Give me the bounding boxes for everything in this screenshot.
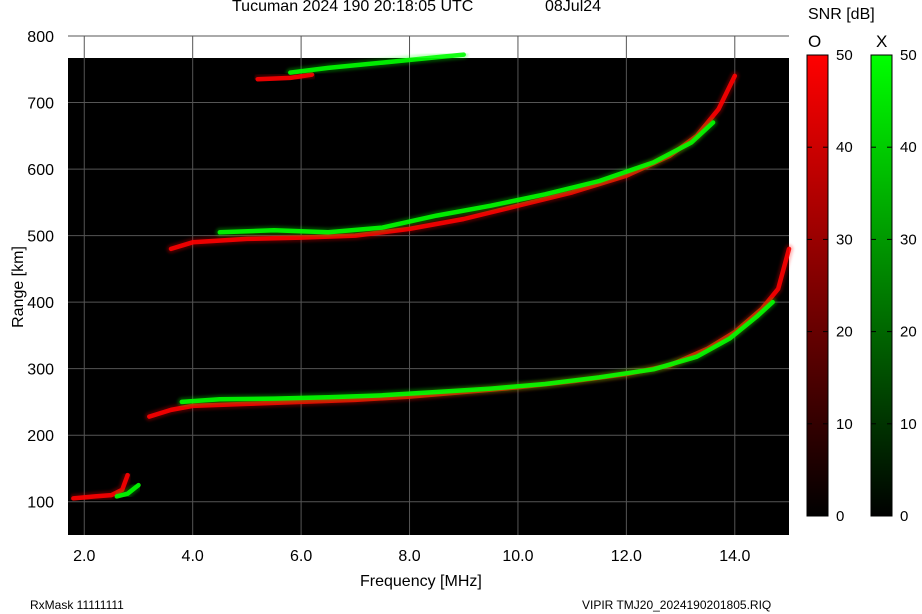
colorbar-tick-label: 10 [836,416,853,433]
colorbar-tick-label: 40 [900,139,917,156]
trace-x [217,120,716,235]
x-tick-label: 14.0 [719,548,750,565]
y-tick-label: 600 [27,162,54,179]
chart-date: 08Jul24 [545,0,602,15]
x-axis-label: Frequency [MHz] [360,573,482,590]
x-tick-label: 10.0 [502,548,533,565]
colorbar-tick-label: 0 [900,508,908,525]
colorbar-title: SNR [dB] [808,6,875,23]
x-tick-label: 2.0 [73,548,95,565]
colorbar-tick-label: 50 [900,47,917,64]
grid [68,35,789,535]
y-tick-label: 200 [27,428,54,445]
y-tick-label: 400 [27,295,54,312]
plot-header-strip [68,36,789,58]
trace-x [288,52,466,75]
colorbar-tick-label: 30 [836,231,853,248]
trace-x [179,299,775,405]
y-tick-label: 500 [27,229,54,246]
colorbar-tick-label: 20 [836,324,853,341]
filename-label: VIPIR TMJ20_2024190201805.RIQ [582,598,772,612]
trace-x [114,482,141,499]
colorbar-tick-label: 30 [900,231,917,248]
x-tick-label: 8.0 [398,548,420,565]
colorbar-tick-label: 10 [900,416,917,433]
colorbar-o-label: O [808,32,822,51]
colorbar-tick-label: 0 [836,508,844,525]
y-tick-label: 700 [27,96,54,113]
colorbar-tick-label: 20 [900,324,917,341]
colorbar-x-label: X [876,32,888,51]
traces [68,50,794,503]
colorbar-tick-label: 50 [836,47,853,64]
trace-o [255,72,315,82]
plot-background [68,36,789,535]
colorbar-tick-label: 40 [836,139,853,156]
chart-title: Tucuman 2024 190 20:18:05 UTC [232,0,474,15]
y-tick-label: 100 [27,495,54,512]
rxmask-label: RxMask 11111111 [30,598,124,612]
y-tick-label: 800 [27,29,54,46]
ticks: 2.0 4.0 6.0 8.0 10.0 12.0 14.0 100 200 300 400 500 6… [27,29,750,565]
y-tick-label: 300 [27,362,54,379]
colorbar-x [870,54,893,517]
x-tick-label: 4.0 [182,548,204,565]
x-tick-label: 12.0 [611,548,642,565]
colorbar-o [806,54,829,517]
trace-o [71,472,130,501]
x-tick-label: 6.0 [290,548,312,565]
colorbar-ticks: 50 50 40 40 30 30 20 20 10 10 0 0 [807,47,917,525]
